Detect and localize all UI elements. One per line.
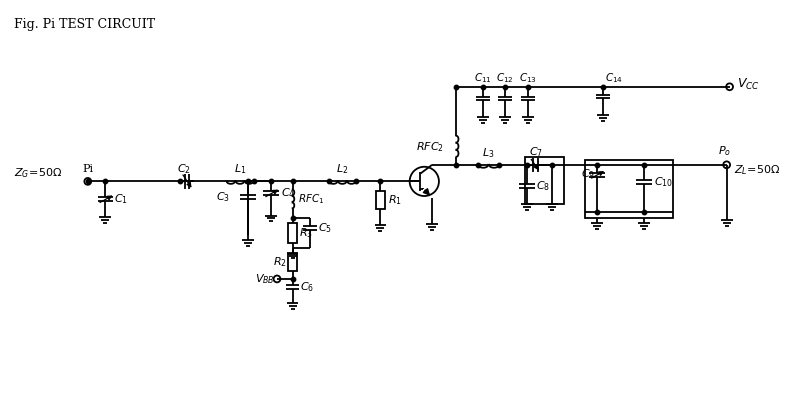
Text: $L_1$: $L_1$ bbox=[233, 162, 246, 176]
Text: $C_7$: $C_7$ bbox=[530, 145, 543, 159]
Text: $R_1$: $R_1$ bbox=[388, 193, 402, 207]
Text: $Z_G\!=\!50\Omega$: $Z_G\!=\!50\Omega$ bbox=[13, 166, 62, 180]
Text: $L_2$: $L_2$ bbox=[336, 162, 348, 176]
Text: $C_8$: $C_8$ bbox=[537, 179, 550, 193]
Text: $C_{11}$: $C_{11}$ bbox=[474, 71, 492, 85]
Bar bbox=[288, 254, 297, 271]
Text: $C_{13}$: $C_{13}$ bbox=[519, 71, 537, 85]
Text: Fig. Pi TEST CIRCUIT: Fig. Pi TEST CIRCUIT bbox=[13, 17, 155, 30]
Text: $C_1$: $C_1$ bbox=[114, 192, 128, 206]
Bar bbox=[586, 160, 673, 218]
Text: $P_o$: $P_o$ bbox=[718, 144, 731, 158]
Text: $C_4$: $C_4$ bbox=[281, 186, 296, 200]
Text: $C_3$: $C_3$ bbox=[216, 190, 230, 204]
Text: $L_3$: $L_3$ bbox=[483, 146, 495, 160]
Bar bbox=[376, 191, 385, 209]
Text: $C_2$: $C_2$ bbox=[178, 162, 191, 176]
Text: $C_{14}$: $C_{14}$ bbox=[604, 71, 623, 85]
Bar bbox=[288, 223, 297, 243]
Text: $C_6$: $C_6$ bbox=[300, 280, 314, 294]
Text: Pi: Pi bbox=[83, 164, 94, 174]
Text: $C_5$: $C_5$ bbox=[318, 221, 332, 235]
Text: $C_{12}$: $C_{12}$ bbox=[497, 71, 514, 85]
Text: $RFC_2$: $RFC_2$ bbox=[416, 140, 443, 154]
Text: $C_{10}$: $C_{10}$ bbox=[653, 175, 673, 189]
Bar bbox=[525, 157, 564, 204]
Text: $V_{BB}$: $V_{BB}$ bbox=[255, 272, 275, 286]
Text: $Z_L\!=\!50\Omega$: $Z_L\!=\!50\Omega$ bbox=[734, 163, 781, 177]
Text: $C_9$: $C_9$ bbox=[582, 168, 596, 182]
Text: $R_2$: $R_2$ bbox=[273, 255, 287, 269]
Text: $RFC_1$: $RFC_1$ bbox=[299, 192, 325, 206]
Text: $R_3$: $R_3$ bbox=[299, 226, 314, 240]
Text: $V_{CC}$: $V_{CC}$ bbox=[737, 77, 760, 92]
